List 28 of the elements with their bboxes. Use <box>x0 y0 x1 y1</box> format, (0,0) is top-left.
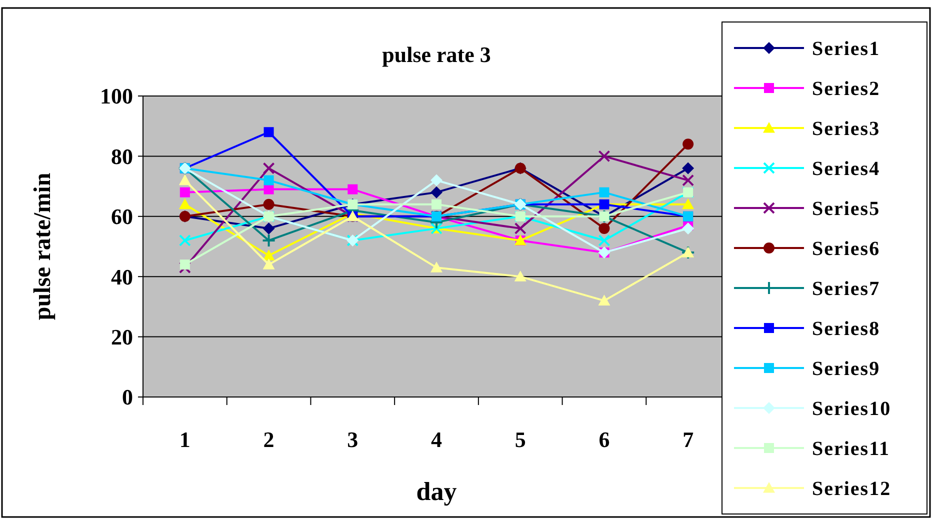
legend-label: Series4 <box>812 158 880 180</box>
legend-label: Series2 <box>812 78 880 100</box>
legend-label: Series12 <box>812 478 892 500</box>
y-axis-title: pulse rate/min <box>30 172 56 320</box>
legend-label: Series1 <box>812 38 880 60</box>
y-tick-label: 60 <box>111 204 133 230</box>
legend-label: Series11 <box>812 438 890 460</box>
legend-label: Series10 <box>812 398 892 420</box>
legend-label: Series9 <box>812 358 880 380</box>
legend-label: Series6 <box>812 238 880 260</box>
legend-label: Series7 <box>812 278 880 300</box>
x-axis-title: day <box>416 477 457 506</box>
y-tick-label: 40 <box>111 264 133 290</box>
x-tick-label: 4 <box>431 427 442 452</box>
legend-label: Series3 <box>812 118 880 140</box>
chart-title: pulse rate 3 <box>382 42 491 67</box>
legend-label: Series8 <box>812 318 880 340</box>
legend-label: Series5 <box>812 198 880 220</box>
x-tick-label: 3 <box>347 427 358 452</box>
x-tick-label: 7 <box>682 427 694 452</box>
x-tick-label: 5 <box>514 427 526 452</box>
x-tick-label: 1 <box>179 427 190 452</box>
y-tick-label: 100 <box>100 84 133 109</box>
y-tick-label: 20 <box>111 324 133 350</box>
y-tick-label: 80 <box>111 144 133 169</box>
x-tick-label: 6 <box>598 427 610 452</box>
x-tick-label: 2 <box>263 427 274 452</box>
y-tick-label: 0 <box>122 384 133 410</box>
